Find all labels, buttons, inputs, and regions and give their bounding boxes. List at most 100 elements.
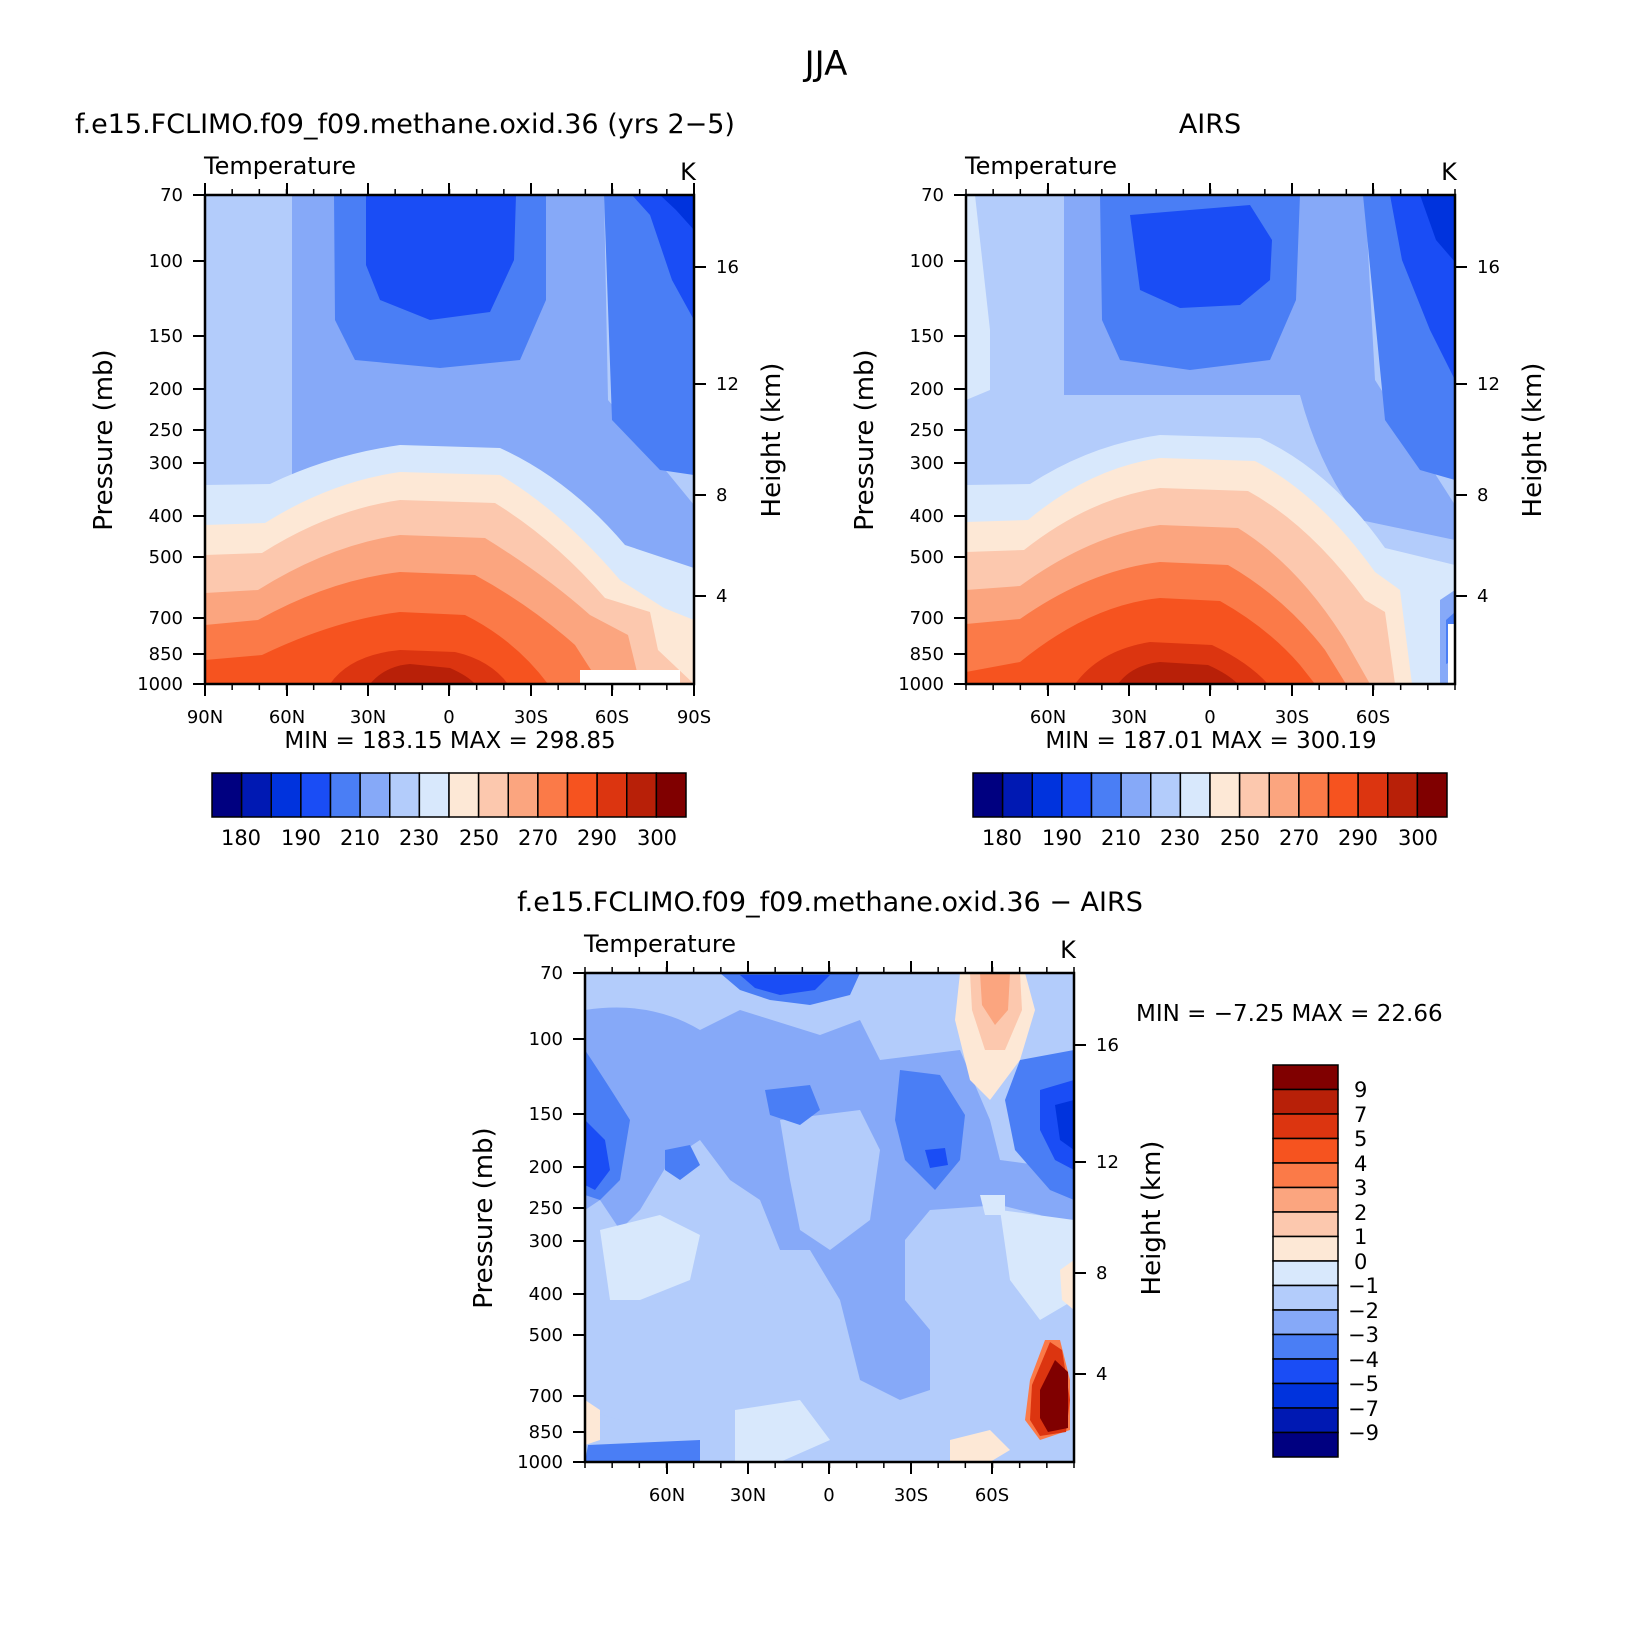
xtick-label: 30S (1275, 707, 1309, 728)
htick-label: 4 (1096, 1364, 1107, 1385)
panel-diff-subtitle: Temperature (583, 930, 736, 958)
panel-model-ylabel: Pressure (mb) (89, 349, 119, 530)
ytick-label: 70 (921, 185, 944, 206)
panel-airs-yticks: 70 100 150 200 250 300 400 500 700 850 1… (898, 185, 966, 695)
band-model-295 (370, 664, 475, 684)
panel-model: f.e15.FCLIMO.f09_f09.methane.oxid.36 (yr… (75, 109, 787, 850)
ytick-model-150: 150 (149, 326, 205, 347)
colorbar-swatch (1416, 772, 1448, 818)
colorbar-swatch (1001, 772, 1033, 818)
ytick-airs-250: 250 (910, 420, 966, 441)
ytick-model-250: 250 (149, 420, 205, 441)
band-diff-p1 (585, 973, 1074, 1462)
cb-label: −9 (1348, 1421, 1379, 1445)
band-diff-0 (600, 1195, 1074, 1462)
min-value: 187.01 (1123, 728, 1203, 754)
ytick-label: 150 (910, 326, 944, 347)
xtick-label: 0 (1204, 707, 1215, 728)
cb-label: 5 (1354, 1127, 1367, 1151)
cb-label: −5 (1348, 1372, 1379, 1396)
panel-model-title: f.e15.FCLIMO.f09_f09.methane.oxid.36 (yr… (75, 109, 735, 140)
xtick-label: 30S (894, 1485, 928, 1506)
xtick-label: 30S (514, 707, 548, 728)
ytick-diff-700: 700 (529, 1386, 585, 1407)
ytick-label: 200 (149, 379, 183, 400)
panel-model-units: K (680, 158, 697, 186)
ytick-label: 400 (529, 1284, 563, 1305)
cb-label: 270 (518, 826, 558, 850)
ytick-label: 300 (910, 453, 944, 474)
min-value: −7.25 (1214, 1001, 1284, 1027)
colorbar-model (211, 772, 687, 818)
ytick-airs-500: 500 (910, 547, 966, 568)
colorbar-swatch (1090, 772, 1122, 818)
band-diff-p9 (1040, 1360, 1068, 1432)
ytick-diff-70: 70 (540, 963, 585, 984)
xtick-label: 0 (443, 707, 454, 728)
colorbar-swatch (1298, 772, 1330, 818)
band-diff-m5 (1055, 1100, 1074, 1150)
htick-label: 4 (716, 586, 727, 607)
ytick-label: 150 (149, 326, 183, 347)
panel-diff-ylabel: Pressure (mb) (469, 1127, 499, 1308)
max-label: MAX = (1211, 728, 1289, 754)
cb-label: 2 (1354, 1201, 1367, 1225)
ytick-label: 100 (529, 1029, 563, 1050)
xtick-label: 90N (187, 707, 223, 728)
htick-label: 16 (1096, 1035, 1119, 1056)
xtick-label: 60S (1356, 707, 1390, 728)
xtick-label: 30N (1111, 707, 1147, 728)
xtick-label: 60N (1030, 707, 1066, 728)
cb-label: 300 (637, 826, 677, 850)
colorbar-swatch (1357, 772, 1389, 818)
cb-label: 7 (1354, 1103, 1367, 1127)
cb-label: 230 (399, 826, 439, 850)
cb-label: 1 (1354, 1225, 1367, 1249)
ytick-label: 1000 (517, 1452, 563, 1473)
htick-diff-4: 4 (1074, 1364, 1107, 1385)
ytick-airs-70: 70 (921, 185, 966, 206)
band-diff-p3 (980, 973, 1010, 1025)
htick-label: 8 (716, 485, 727, 506)
xtick-label: 60N (269, 707, 305, 728)
cb-label: 210 (1101, 826, 1141, 850)
colorbar-swatch (626, 772, 658, 818)
ytick-label: 70 (160, 185, 183, 206)
ytick-diff-200: 200 (529, 1157, 585, 1178)
colorbar-swatch (1268, 772, 1300, 818)
ytick-label: 400 (149, 506, 183, 527)
htick-label: 12 (1477, 374, 1500, 395)
panel-airs-minor-ticks (965, 189, 1456, 690)
max-value: 298.85 (535, 728, 615, 754)
colorbar-swatch (1272, 1260, 1339, 1287)
ytick-label: 850 (149, 644, 183, 665)
cb-label: 9 (1354, 1078, 1367, 1102)
min-value: 183.15 (362, 728, 442, 754)
ytick-airs-100: 100 (910, 251, 966, 272)
colorbar-swatch (1272, 1137, 1339, 1164)
ytick-diff-850: 850 (529, 1422, 585, 1443)
ytick-airs-850: 850 (910, 644, 966, 665)
htick-model-4: 4 (694, 586, 727, 607)
panel-diff-minor-ticks (584, 967, 1075, 1468)
cb-label: 230 (1160, 826, 1200, 850)
htick-diff-8: 8 (1074, 1263, 1107, 1284)
ytick-diff-1000: 1000 (517, 1452, 585, 1473)
cb-label: 190 (1042, 826, 1082, 850)
panel-airs-stats: MIN = 187.01 MAX = 300.19 (1045, 728, 1376, 754)
panel-airs-hticks: 16 12 8 4 (1455, 257, 1500, 607)
colorbar-diff-labels: 9 7 5 4 3 2 1 0 −1 −2 −3 −4 −5 −7 −9 (1348, 1078, 1379, 1445)
panel-model-minor-ticks (204, 189, 695, 690)
colorbar-swatch (1272, 1113, 1339, 1140)
htick-airs-4: 4 (1455, 586, 1488, 607)
ytick-label: 300 (529, 1231, 563, 1252)
band-airs-185 (1420, 195, 1455, 262)
ytick-label: 1000 (898, 674, 944, 695)
cb-label: −1 (1348, 1274, 1379, 1298)
max-label: MAX = (1292, 1001, 1370, 1027)
colorbar-swatch (1272, 1309, 1339, 1336)
max-value: 300.19 (1296, 728, 1376, 754)
cb-label: −3 (1348, 1323, 1379, 1347)
htick-diff-16: 16 (1074, 1035, 1119, 1056)
ytick-model-200: 200 (149, 379, 205, 400)
